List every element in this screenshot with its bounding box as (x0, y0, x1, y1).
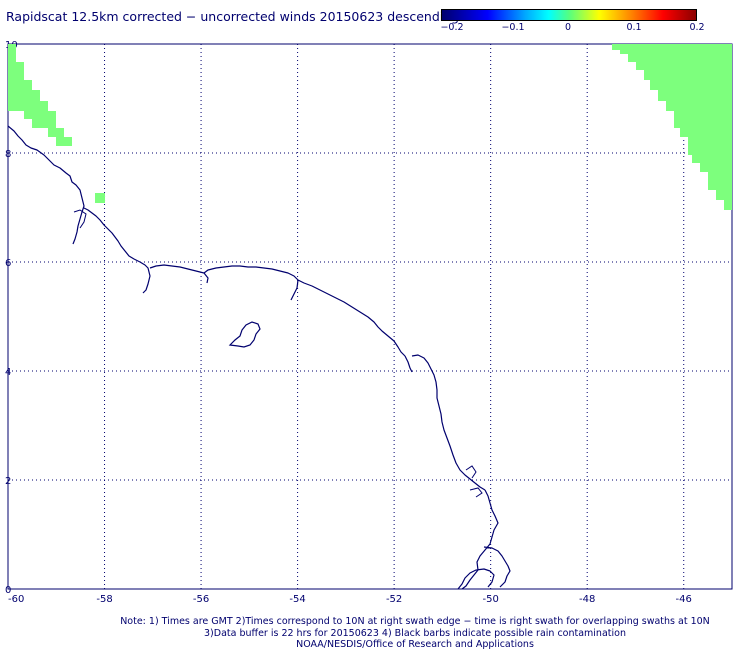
colorbar-label: 0.1 (626, 22, 642, 33)
note-line: 3)Data buffer is 22 hrs for 20150623 4) … (204, 627, 626, 639)
map-frame (7, 43, 733, 590)
colorbar-label: −0.1 (501, 22, 525, 33)
note-line: NOAA/NESDIS/Office of Research and Appli… (296, 639, 534, 650)
lon-tick-label: -48 (579, 594, 595, 605)
lon-tick-label: -56 (193, 594, 209, 605)
notes: Note: 1) Times are GMT 2)Times correspon… (0, 616, 740, 651)
lon-tick-label: -58 (96, 594, 112, 605)
lon-tick-label: -46 (676, 594, 692, 605)
note-line: Note: 1) Times are GMT 2)Times correspon… (120, 616, 710, 627)
lat-tick-label: 2 (5, 476, 11, 487)
lon-tick-label: -50 (482, 594, 498, 605)
colorbar-label: 0.2 (689, 22, 705, 33)
swath-data-pixel (95, 193, 105, 203)
swath-data-region-right (612, 44, 732, 210)
lon-tick-label: -52 (386, 594, 402, 605)
lat-tick-label: 4 (5, 367, 11, 378)
island (228, 321, 261, 348)
color-scale-bar (441, 9, 697, 21)
coastline (7, 125, 511, 590)
estuary (73, 209, 483, 498)
colorbar-label: 0 (564, 22, 572, 33)
lat-tick-label: 6 (5, 258, 11, 269)
swath-data-region-left (8, 44, 72, 146)
lon-tick-label: -60 (8, 594, 24, 605)
colorbar-label: −0.2 (440, 22, 464, 33)
lon-tick-label: -54 (289, 594, 305, 605)
lat-tick-label: 8 (5, 149, 11, 160)
map-title: Rapidscat 12.5km corrected − uncorrected… (6, 9, 460, 24)
lat-tick-label: 0 (5, 585, 11, 596)
map-gridlines: -60-58-56-54-52-50-48-460246810 (5, 40, 732, 605)
